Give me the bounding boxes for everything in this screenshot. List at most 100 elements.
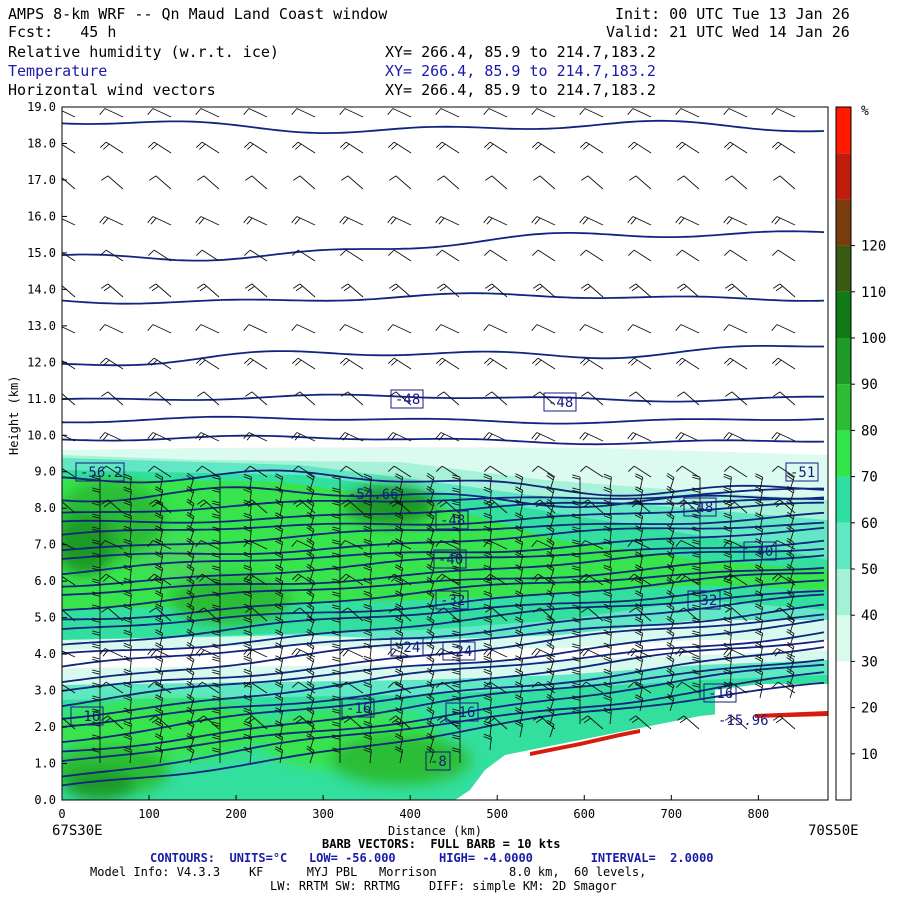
wind-barb-upper <box>485 391 508 406</box>
wind-barb-upper <box>627 141 652 154</box>
wind-barb-upper <box>293 607 316 622</box>
y-tick-label: 18.0 <box>27 136 56 150</box>
wind-barb-upper <box>62 218 76 226</box>
wind-barb-lower <box>483 733 492 751</box>
wind-barb-lower <box>754 603 764 621</box>
wind-barb-upper <box>483 216 508 226</box>
wind-barb-upper <box>291 357 316 370</box>
colorbar-segment <box>836 153 851 200</box>
valid-time: Valid: 21 UTC Wed 14 Jan 26 <box>606 23 850 41</box>
wind-barb-upper <box>677 499 700 514</box>
wind-barb-lower <box>154 720 164 738</box>
wind-barb-upper <box>243 465 268 478</box>
wind-barb-upper <box>773 715 796 730</box>
wind-barb-lower <box>692 474 701 490</box>
wind-barb-upper <box>99 465 124 478</box>
wind-barb-lower <box>514 525 524 543</box>
wind-barb-upper <box>675 573 700 586</box>
colorbar-tick-label: 80 <box>861 423 878 439</box>
wind-barb-lower <box>212 747 221 763</box>
wind-barb-lower <box>363 512 372 530</box>
wind-barb-lower <box>754 551 764 569</box>
contour-label-box <box>687 590 721 610</box>
wind-barb-upper <box>579 324 604 334</box>
wind-barb-lower <box>212 474 221 490</box>
wind-barb-lower <box>274 538 284 556</box>
wind-barb-upper <box>195 540 220 550</box>
contour-label-box <box>683 497 717 517</box>
wind-barb-upper <box>245 391 268 406</box>
contour-label: -51 <box>790 465 815 481</box>
wind-barb-lower <box>243 720 252 738</box>
wind-barb-lower <box>154 694 164 712</box>
wind-barb-lower <box>634 538 644 556</box>
isotherm <box>62 567 825 621</box>
wind-barb-upper <box>485 283 508 298</box>
wind-barb-lower <box>123 616 132 634</box>
y-tick-label: 15.0 <box>27 246 56 260</box>
contour-label-box <box>75 462 125 482</box>
wind-barb-lower <box>332 591 341 607</box>
wind-barb-upper <box>147 324 172 334</box>
wind-barb-lower <box>723 655 732 673</box>
colorbar-segment <box>836 384 851 431</box>
wind-barb-lower <box>243 746 252 764</box>
wind-barb-upper <box>195 432 220 442</box>
wind-barb-lower <box>514 629 524 647</box>
y-tick-label: 12.0 <box>27 355 56 369</box>
wind-barb-upper <box>389 607 412 622</box>
wind-barb-lower <box>483 525 492 543</box>
wind-barb-lower <box>723 551 732 569</box>
wind-barb-lower <box>154 486 164 504</box>
contour-label-box <box>703 683 737 703</box>
plot-frame <box>61 106 829 801</box>
wind-barb-lower <box>186 745 195 764</box>
x-endpoint-left: 67S30E <box>52 823 103 839</box>
contour-label-box <box>425 751 451 771</box>
wind-barb-lower <box>274 694 284 712</box>
y-tick-label: 17.0 <box>27 173 56 187</box>
wind-barb-lower <box>514 551 524 569</box>
wind-barb-lower <box>92 643 101 659</box>
y-tick-label: 5.0 <box>34 611 56 625</box>
wind-barb-upper <box>147 432 172 442</box>
wind-barb-upper <box>243 540 268 550</box>
wind-barb-lower <box>452 747 461 763</box>
wind-barb-lower <box>332 721 341 737</box>
wind-barb-lower <box>692 630 701 646</box>
wind-barb-lower <box>692 669 701 685</box>
wind-barb-upper <box>101 175 124 190</box>
forecast-hour: Fcst: 45 h <box>8 23 117 41</box>
y-tick-label: 8.0 <box>34 501 56 515</box>
wind-barb-upper <box>627 465 652 478</box>
contour-label-box <box>435 510 469 530</box>
wind-barb-lower <box>603 616 612 634</box>
wind-barb-upper <box>387 573 412 586</box>
wind-barb-upper <box>629 175 652 190</box>
wind-barb-lower <box>514 603 524 621</box>
wind-barb-upper <box>531 141 556 154</box>
wind-barb-upper <box>675 432 700 442</box>
wind-barb-lower <box>483 538 492 556</box>
wind-barb-upper <box>771 141 796 154</box>
wind-barb-upper <box>291 249 316 262</box>
wind-barb-upper <box>581 283 604 298</box>
wind-barb-upper <box>147 357 172 370</box>
wind-barb-upper <box>293 175 316 190</box>
wind-barb-lower <box>514 681 524 699</box>
wind-barb-lower <box>123 629 132 647</box>
wind-barb-lower <box>92 708 101 724</box>
wind-barb-upper <box>627 108 652 118</box>
wind-barb-lower <box>483 720 492 738</box>
wind-barb-upper <box>195 108 220 118</box>
wind-barb-upper <box>483 540 508 550</box>
wind-barb-upper <box>387 465 412 478</box>
wind-barb-lower <box>603 642 612 660</box>
y-tick-label: 16.0 <box>27 209 56 223</box>
wind-barb-lower <box>243 603 252 621</box>
wind-barb-upper <box>773 283 796 298</box>
wind-barb-lower <box>212 708 221 724</box>
wind-barb-lower <box>243 538 252 556</box>
wind-barb-upper <box>581 499 604 514</box>
wind-barb-upper <box>723 324 748 334</box>
